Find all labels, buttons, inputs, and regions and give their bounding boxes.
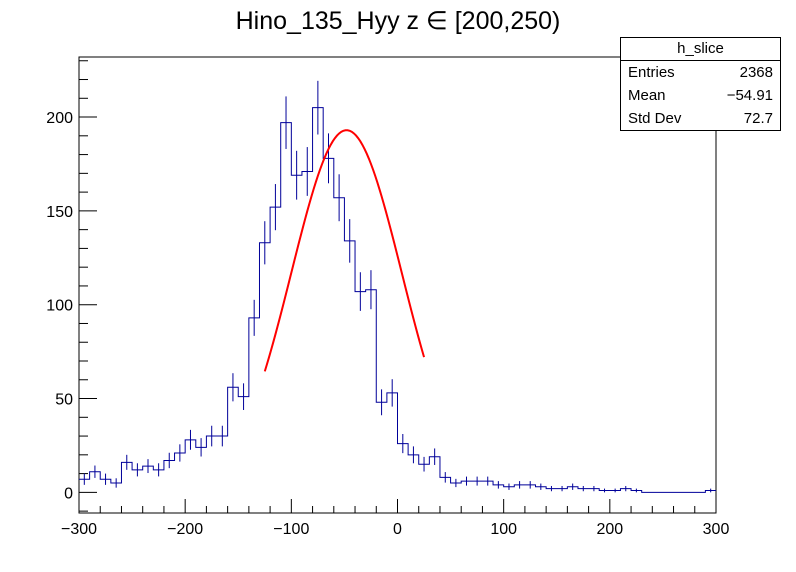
y-tick-label: 200 [46, 110, 73, 127]
stats-value: −54.91 [726, 87, 773, 104]
stats-label: Std Dev [628, 110, 682, 127]
y-tick-label: 50 [55, 392, 73, 409]
y-tick-label: 100 [46, 298, 73, 315]
x-tick-label: 100 [490, 521, 517, 538]
x-tick-label: −300 [61, 521, 97, 538]
stats-label: Entries [628, 64, 675, 81]
x-tick-label: 300 [703, 521, 730, 538]
x-tick-label: 0 [393, 521, 402, 538]
x-tick-label: −200 [167, 521, 203, 538]
stats-box: h_slice Entries 2368 Mean −54.91 Std Dev… [620, 37, 781, 131]
x-tick-label: −100 [273, 521, 309, 538]
fit-curve [263, 129, 426, 372]
y-tick-label: 150 [46, 204, 73, 221]
y-tick-label: 0 [64, 485, 73, 502]
chart-title: Hino_135_Hyy z ∈ [200,250) [235, 7, 561, 35]
histogram-step-line [79, 107, 716, 493]
stats-row-entries: Entries 2368 [621, 61, 780, 84]
histogram-series [79, 80, 716, 493]
axis-ticks [78, 60, 717, 513]
stats-title: h_slice [621, 38, 780, 61]
stats-row-mean: Mean −54.91 [621, 84, 780, 107]
stats-value: 72.7 [743, 110, 773, 127]
axis-labels: −300 −200 −100 0 100 200 300 0 50 100 150 200 [46, 110, 729, 538]
gaussian-fit-line [263, 129, 426, 372]
x-tick-label: 200 [596, 521, 623, 538]
stats-label: Mean [628, 87, 666, 104]
stats-row-stddev: Std Dev 72.7 [621, 107, 780, 130]
stats-value: 2368 [739, 64, 773, 81]
